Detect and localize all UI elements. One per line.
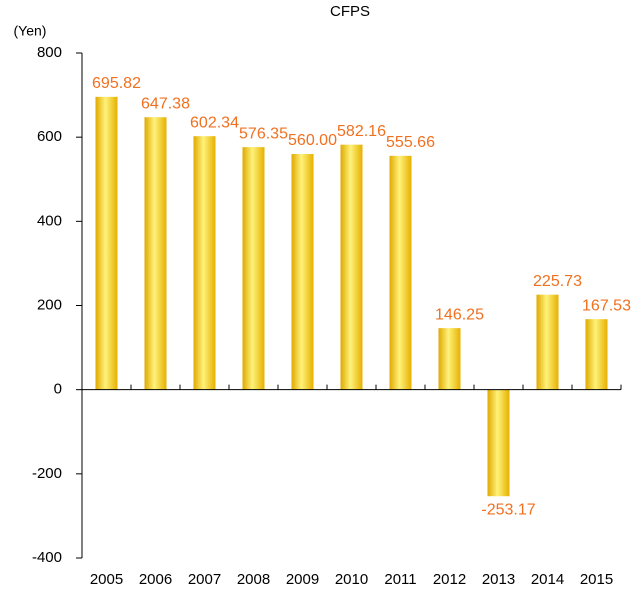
value-label: 695.82 [92,75,141,92]
y-tick-label: 800 [37,44,62,61]
x-tick-label: 2011 [384,571,416,588]
x-tick-label: 2015 [580,571,613,588]
y-tick-label: 200 [37,296,62,313]
chart-title: CFPS [330,3,370,20]
bar [536,294,559,390]
value-label: 146.25 [435,306,484,323]
y-tick-label: 400 [37,212,62,229]
bar [438,328,461,390]
value-label: 576.35 [239,125,288,142]
y-axis-label: (Yen) [14,23,47,39]
x-tick-label: 2010 [335,571,368,588]
bar [242,147,265,390]
value-label: 225.73 [533,273,582,290]
value-label: 647.38 [141,95,190,112]
bar [340,144,363,390]
x-tick-label: 2012 [433,571,466,588]
value-label: 560.00 [288,132,337,149]
bar [144,117,167,390]
value-label: 167.53 [582,297,631,314]
x-tick-label: 2005 [90,571,123,588]
x-tick-label: 2007 [188,571,221,588]
x-tick-label: 2014 [531,571,564,588]
x-tick-label: 2013 [482,571,515,588]
y-tick-label: 0 [54,381,62,398]
bar [193,136,216,390]
bar [487,389,510,497]
x-tick-label: 2006 [139,571,172,588]
value-label: 582.16 [337,123,386,140]
y-tick-label: -200 [32,465,62,482]
bar [585,319,608,390]
value-label: 555.66 [386,134,435,151]
x-tick-label: 2009 [286,571,319,588]
value-label: -253.17 [481,501,535,518]
x-tick-label: 2008 [237,571,270,588]
value-label: 602.34 [190,114,239,131]
bar [389,155,412,390]
y-tick-label: 600 [37,128,62,145]
y-tick-label: -400 [32,549,62,566]
bar [291,154,314,390]
bar [95,96,118,390]
